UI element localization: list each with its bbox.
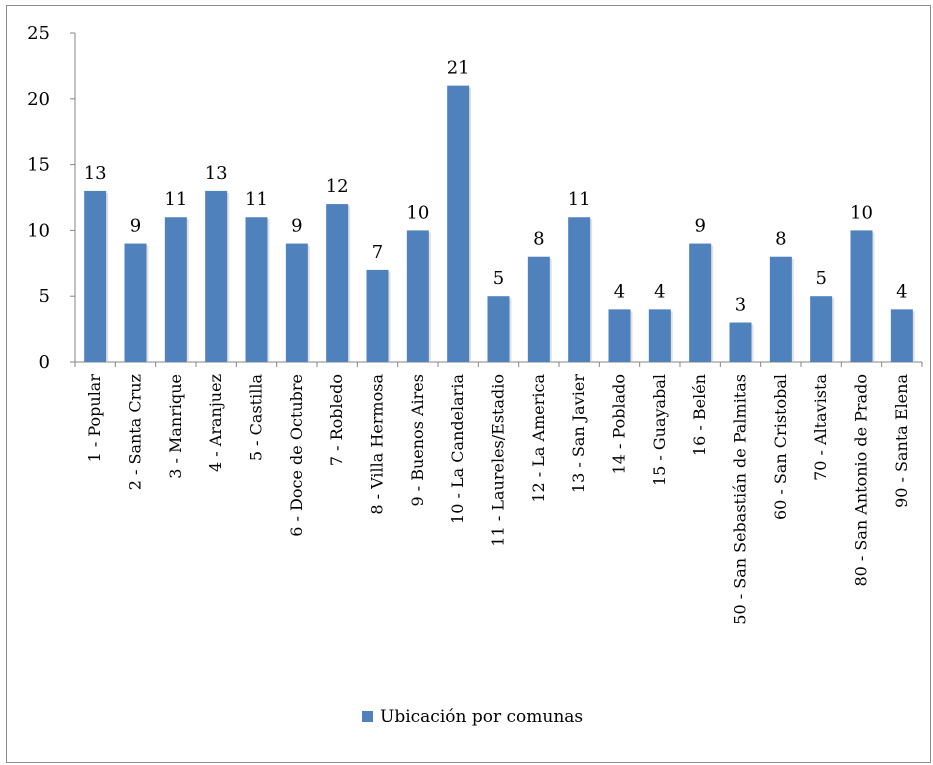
category-label: 60 - San Cristobal <box>771 374 790 520</box>
y-tick-label: 15 <box>27 155 50 176</box>
data-label: 13 <box>84 163 107 184</box>
data-label: 8 <box>775 229 786 250</box>
data-label: 4 <box>614 281 625 302</box>
data-label: 11 <box>245 189 268 210</box>
data-label: 9 <box>291 216 302 237</box>
bar <box>810 296 833 362</box>
bar <box>406 230 429 362</box>
category-label: 4 - Aranjuez <box>206 374 225 472</box>
bar <box>164 217 187 362</box>
category-label: 13 - San Javier <box>569 374 588 493</box>
bars <box>84 85 915 362</box>
y-tick-label: 0 <box>39 352 50 373</box>
category-label: 11 - Laureles/Estadio <box>489 374 508 547</box>
category-label: 16 - Belén <box>690 374 709 456</box>
data-label: 8 <box>533 229 544 250</box>
bar <box>124 243 147 362</box>
y-tick-label: 25 <box>27 23 50 44</box>
bar <box>205 190 228 362</box>
legend-swatch <box>362 711 373 722</box>
category-label: 70 - Altavista <box>811 374 830 481</box>
data-label: 11 <box>568 189 591 210</box>
bar <box>648 309 671 362</box>
category-label: 90 - Santa Elena <box>892 374 911 508</box>
bar <box>729 322 752 362</box>
y-tick-label: 20 <box>27 89 50 110</box>
bar <box>245 217 268 362</box>
data-label: 3 <box>735 295 746 316</box>
data-label: 5 <box>815 268 826 289</box>
category-label: 2 - Santa Cruz <box>126 374 145 490</box>
category-label: 1 - Popular <box>85 374 104 463</box>
bar <box>84 190 107 362</box>
category-label: 14 - Poblado <box>610 374 629 474</box>
bar <box>487 296 510 362</box>
category-label: 80 - San Antonio de Prado <box>852 374 871 587</box>
bar <box>608 309 631 362</box>
category-label: 8 - Villa Hermosa <box>368 374 387 515</box>
bar <box>366 269 389 362</box>
bar <box>890 309 913 362</box>
legend: Ubicación por comunas <box>362 707 583 727</box>
bar <box>447 85 470 362</box>
category-label: 50 - San Sebastián de Palmitas <box>731 374 750 625</box>
y-tick-label: 10 <box>27 220 50 241</box>
category-label: 9 - Buenos Aires <box>408 374 427 507</box>
category-label: 6 - Doce de Octubre <box>287 374 306 537</box>
y-tick-label: 5 <box>39 286 50 307</box>
data-labels: 13 9 11 13 11 9 12 7 10 21 5 8 11 4 4 9 3 8 5 10 4 <box>84 58 908 316</box>
data-label: 12 <box>326 176 349 197</box>
category-label: 3 - Manrique <box>166 374 185 479</box>
category-label: 5 - Castilla <box>247 374 266 462</box>
data-label: 4 <box>654 281 665 302</box>
bar <box>850 230 873 362</box>
data-label: 4 <box>896 281 907 302</box>
data-label: 11 <box>164 189 187 210</box>
data-label: 5 <box>493 268 504 289</box>
bar <box>326 204 349 362</box>
category-label: 15 - Guayabal <box>650 374 669 486</box>
category-label: 7 - Robledo <box>327 374 346 466</box>
bar <box>568 217 591 362</box>
category-labels: 1 - Popular 2 - Santa Cruz 3 - Manrique 4 -… <box>85 374 911 625</box>
data-label: 21 <box>447 58 470 79</box>
data-label: 9 <box>694 216 705 237</box>
bar <box>527 256 550 362</box>
category-label: 12 - La America <box>529 374 548 503</box>
bar <box>285 243 308 362</box>
data-label: 13 <box>205 163 228 184</box>
legend-label: Ubicación por comunas <box>380 707 583 727</box>
category-label: 10 - La Candelaria <box>448 374 467 524</box>
bar <box>689 243 712 362</box>
bar <box>769 256 792 362</box>
data-label: 10 <box>406 202 429 223</box>
data-label: 10 <box>850 202 873 223</box>
data-label: 7 <box>372 242 383 263</box>
data-label: 9 <box>130 216 141 237</box>
